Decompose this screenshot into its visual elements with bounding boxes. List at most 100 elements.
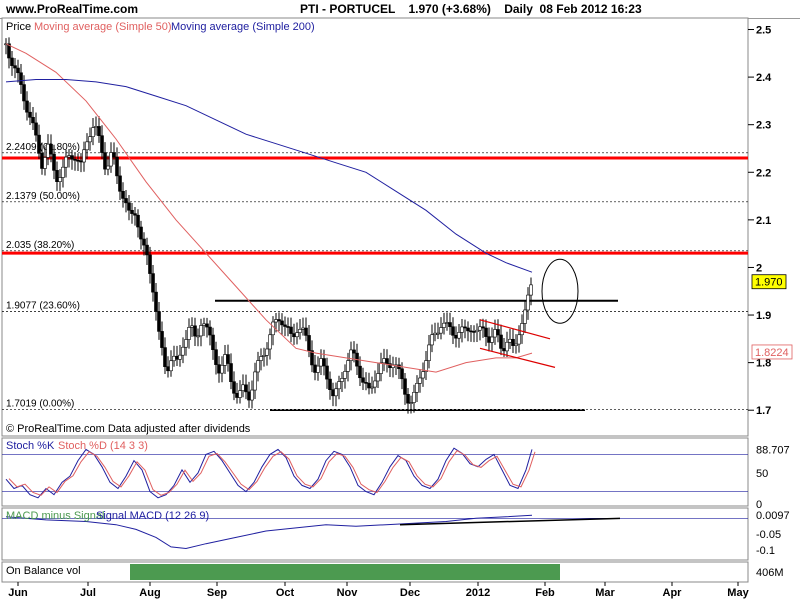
- candle-body: [109, 152, 113, 167]
- candle-body: [370, 386, 374, 389]
- candle-body: [346, 360, 350, 372]
- candle-body: [256, 360, 260, 373]
- candle-body: [67, 155, 71, 158]
- obv-last-value: 406M: [756, 567, 784, 579]
- fib-label: 2.1379 (50.00%): [6, 191, 80, 202]
- candle-body: [277, 319, 281, 322]
- candle-body: [415, 383, 419, 393]
- candle-body: [280, 320, 284, 326]
- candle-body: [466, 327, 470, 332]
- candle-body: [433, 332, 437, 336]
- candle-body: [208, 326, 212, 336]
- fib-label: 2.2409 (61.80%): [6, 142, 80, 153]
- candle-body: [235, 392, 239, 398]
- candle-body: [178, 354, 182, 360]
- ma50-last: 1.8224: [755, 347, 789, 359]
- candle-body: [286, 326, 290, 328]
- candle-body: [52, 153, 56, 171]
- candle-body: [31, 117, 35, 124]
- candle-body: [271, 321, 275, 336]
- candle-body: [223, 354, 227, 366]
- candle-body: [82, 149, 86, 163]
- candle-body: [463, 326, 467, 329]
- time-tick-label: 2012: [466, 587, 490, 599]
- candle-body: [349, 349, 353, 361]
- candle-body: [460, 326, 464, 333]
- fib-label: 2.035 (38.20%): [6, 240, 74, 251]
- candle-body: [331, 389, 335, 397]
- candle-body: [34, 122, 38, 136]
- price-tick-label: 2: [756, 262, 762, 274]
- flag-upper: [479, 319, 551, 340]
- price-lines: [5, 43, 579, 373]
- price-tick-label: 2.5: [756, 25, 771, 37]
- macd-last-value: 0.0097: [756, 510, 790, 522]
- macd-panel: [1, 507, 749, 561]
- time-tick-label: Feb: [535, 587, 555, 599]
- fib-label: 1.9077 (23.60%): [6, 300, 80, 311]
- candle-body: [403, 378, 407, 395]
- candle-body: [511, 338, 515, 346]
- candle-body: [43, 157, 47, 169]
- candle-body: [133, 213, 137, 216]
- candle-body: [160, 331, 164, 348]
- macd-tick-label: -0.1: [756, 545, 775, 557]
- candle-body: [259, 356, 263, 361]
- candle-body: [193, 325, 197, 337]
- macd-trendline: [399, 517, 621, 526]
- stoch-d-label: Stoch %D (14 3 3): [58, 440, 148, 452]
- candle-body: [493, 329, 497, 338]
- candle-body: [445, 322, 449, 324]
- candle-body: [112, 152, 116, 158]
- candle-body: [520, 323, 524, 336]
- time-tick-label: Apr: [663, 587, 683, 599]
- candle-body: [115, 156, 119, 177]
- candle-body: [343, 371, 347, 379]
- candle-body: [514, 343, 518, 346]
- candle-body: [379, 362, 383, 374]
- candle-body: [334, 388, 338, 397]
- candle-body: [58, 177, 62, 182]
- candle-body: [526, 294, 530, 311]
- candle-body: [268, 334, 272, 350]
- candle-body: [163, 347, 167, 367]
- candle-body: [211, 334, 215, 350]
- candle-body: [190, 325, 194, 328]
- candle-body: [55, 170, 59, 182]
- candle-body: [103, 152, 107, 170]
- site-name[interactable]: www.ProRealTime.com: [6, 2, 139, 16]
- candle-body: [130, 209, 134, 214]
- price-panel: [1, 17, 749, 437]
- stoch-d-line: [8, 450, 536, 496]
- candle-body: [469, 330, 473, 333]
- price-grid: 2.2409 (61.80%) 2.1379 (50.00%) 2.035 (38.…: [2, 142, 748, 411]
- candle-body: [418, 377, 422, 384]
- stoch-panel: [1, 437, 749, 507]
- stoch-last-value: 88.707: [756, 444, 790, 456]
- candle-body: [253, 371, 257, 391]
- candle-body: [373, 380, 377, 388]
- price-tick-label: 1.8: [756, 358, 771, 370]
- legend-price: Price: [6, 21, 31, 33]
- candle-body: [451, 326, 455, 336]
- legend-ma50: Moving average (Simple 50): [34, 21, 172, 33]
- candle-body: [457, 332, 461, 339]
- candle-body: [439, 327, 443, 334]
- time-tick-label: Nov: [337, 587, 359, 599]
- time-tick-label: May: [727, 587, 749, 599]
- last-price-box: [751, 274, 787, 290]
- chart-title: PTI - PORTUCEL 1.970 (+3.68%) Daily 08 F…: [300, 2, 642, 16]
- candle-body: [496, 329, 500, 336]
- candle-body: [151, 273, 155, 293]
- candle-body: [274, 319, 278, 323]
- flag-lower: [479, 347, 556, 368]
- time-tick-label: Jul: [80, 587, 96, 599]
- candle-body: [13, 65, 17, 69]
- candle-body: [145, 244, 149, 256]
- candle-body: [199, 325, 203, 337]
- candle-body: [361, 377, 365, 383]
- stoch-tick-label: 50: [756, 468, 768, 480]
- candle-body: [40, 153, 44, 169]
- candle-body: [367, 382, 371, 389]
